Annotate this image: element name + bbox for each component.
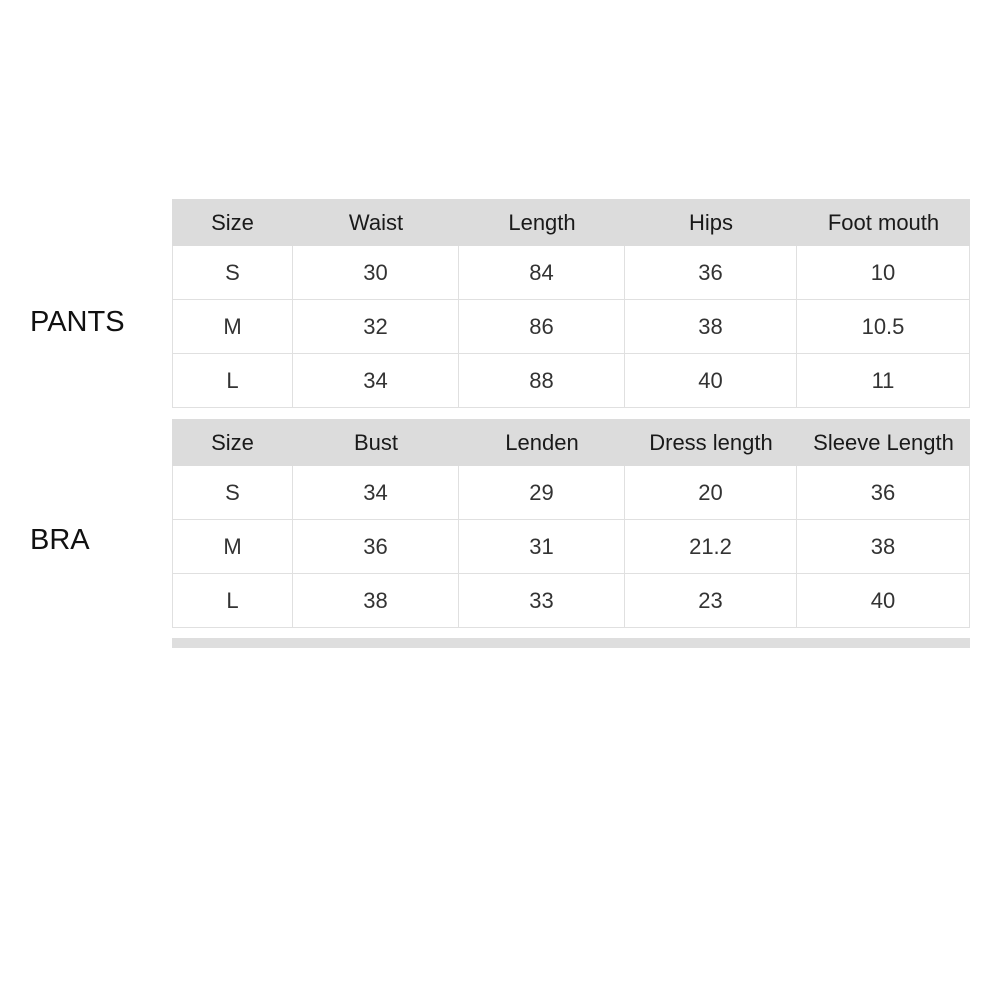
table-cell: 40 [625,354,797,408]
table-cell: 11 [797,354,970,408]
bra-table: Size Bust Lenden Dress length Sleeve Length S… [172,419,970,628]
pants-label: PANTS [30,306,125,338]
table-cell: 38 [797,520,970,574]
table-cell: 38 [293,574,459,628]
header-row: Size Waist Length Hips Foot mouth [172,199,970,246]
table-cell: 29 [459,466,625,520]
bra-label: BRA [30,524,90,556]
header-cell: Waist [293,199,459,246]
table-cell: L [172,574,293,628]
table-cell: 30 [293,246,459,300]
table-cell: 84 [459,246,625,300]
bottom-bar [172,638,970,648]
table-cell: 86 [459,300,625,354]
header-cell: Size [172,419,293,466]
header-row: Size Bust Lenden Dress length Sleeve Length [172,419,970,466]
table-cell: 10.5 [797,300,970,354]
header-cell: Length [459,199,625,246]
table-cell: S [172,466,293,520]
table-cell: S [172,246,293,300]
table-cell: 38 [625,300,797,354]
table-row: L 38 33 23 40 [172,574,970,628]
table-cell: 10 [797,246,970,300]
header-cell: Hips [625,199,797,246]
table-cell: 31 [459,520,625,574]
table-cell: 20 [625,466,797,520]
table-cell: M [172,520,293,574]
table-cell: 40 [797,574,970,628]
table-cell: 23 [625,574,797,628]
table-cell: 34 [293,354,459,408]
table-cell: M [172,300,293,354]
header-cell: Bust [293,419,459,466]
header-cell: Size [172,199,293,246]
table-cell: 36 [797,466,970,520]
table-cell: L [172,354,293,408]
table-row: M 32 86 38 10.5 [172,300,970,354]
table-row: L 34 88 40 11 [172,354,970,408]
table-row: M 36 31 21.2 38 [172,520,970,574]
header-cell: Sleeve Length [797,419,970,466]
header-cell: Foot mouth [797,199,970,246]
table-cell: 36 [625,246,797,300]
header-cell: Dress length [625,419,797,466]
table-row: S 34 29 20 36 [172,466,970,520]
table-cell: 33 [459,574,625,628]
table-row: S 30 84 36 10 [172,246,970,300]
table-cell: 36 [293,520,459,574]
header-cell: Lenden [459,419,625,466]
table-cell: 21.2 [625,520,797,574]
table-cell: 32 [293,300,459,354]
table-cell: 34 [293,466,459,520]
table-cell: 88 [459,354,625,408]
pants-table: Size Waist Length Hips Foot mouth S 30 84 36 10 M 3… [172,199,970,408]
